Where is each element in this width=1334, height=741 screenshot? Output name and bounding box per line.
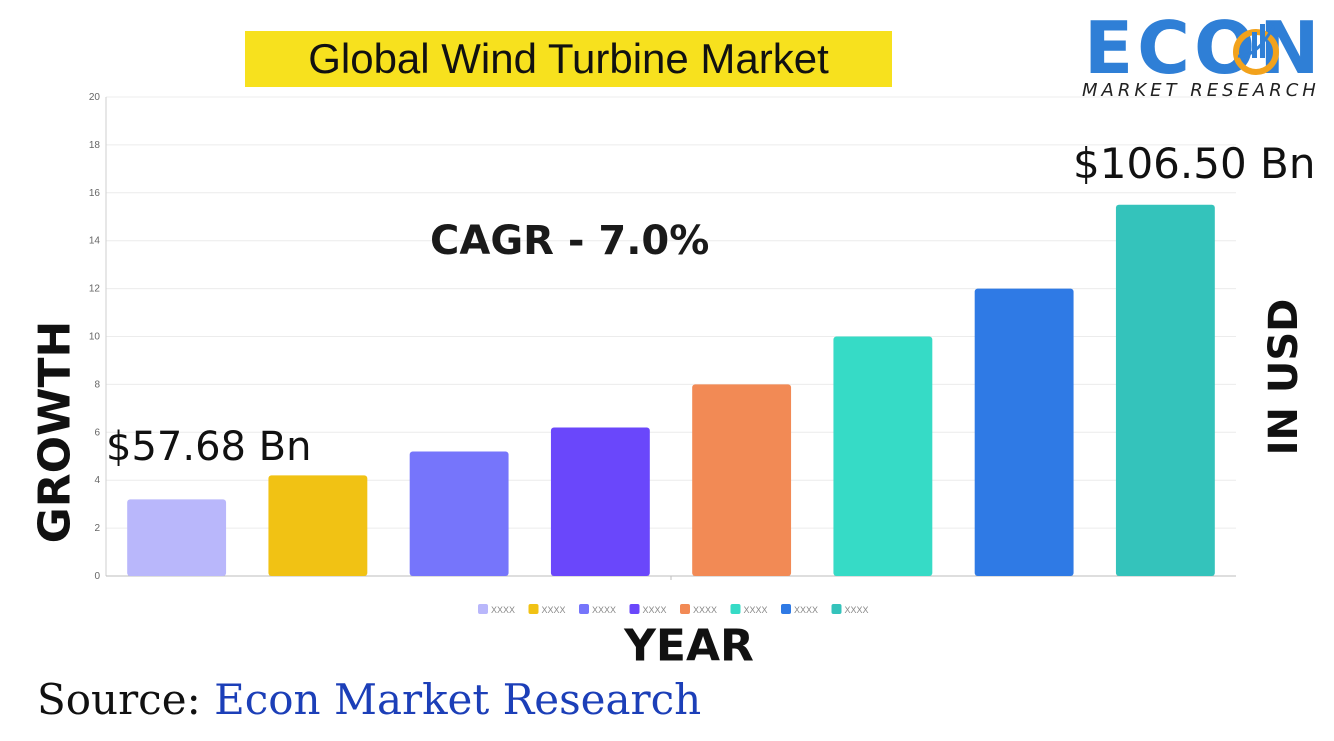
legend-swatch — [629, 604, 640, 614]
y-tick-label: 18 — [89, 140, 101, 151]
bar — [409, 451, 509, 576]
legend-label: XXXX — [794, 605, 818, 615]
chart-title: Global Wind Turbine Market — [245, 31, 892, 87]
legend-swatch — [831, 604, 842, 614]
legend-label: XXXX — [693, 605, 717, 615]
logo-tagline: MARKET RESEARCH — [1082, 80, 1320, 101]
bar — [974, 288, 1074, 576]
legend-swatch — [730, 604, 741, 614]
legend-label: XXXX — [542, 605, 566, 615]
bar — [550, 427, 650, 576]
bar — [833, 336, 933, 576]
legend-swatch — [781, 604, 791, 614]
legend-label: XXXX — [491, 605, 515, 615]
legend-swatch — [478, 604, 488, 614]
source-name: Econ Market Research — [214, 675, 702, 724]
y-tick-label: 0 — [94, 571, 100, 582]
logo-wordmark: ECON — [1084, 6, 1324, 90]
y-tick-label: 16 — [89, 188, 101, 199]
start-value-label: $57.68 Bn — [106, 424, 312, 470]
y-tick-label: 10 — [89, 332, 101, 343]
cagr-annotation: CAGR - 7.0% — [430, 218, 710, 264]
source-line: Source: Econ Market Research — [37, 675, 701, 724]
legend-label: XXXX — [592, 605, 616, 615]
y-tick-label: 2 — [94, 523, 100, 534]
y-tick-label: 20 — [89, 92, 101, 103]
y-axis-right-title: IN USD — [1261, 298, 1307, 456]
legend-swatch — [528, 604, 539, 614]
econ-logo: ECON MARKET RESEARCH — [1080, 10, 1325, 105]
y-tick-label: 4 — [94, 475, 100, 486]
bar — [127, 499, 227, 576]
y-tick-label: 14 — [89, 236, 101, 247]
bar — [692, 384, 792, 576]
legend-label: XXXX — [845, 605, 869, 615]
bar — [268, 475, 368, 576]
legend-swatch — [579, 604, 589, 614]
source-prefix: Source: — [37, 675, 215, 724]
legend-label: XXXX — [643, 605, 667, 615]
bar — [1115, 204, 1215, 576]
y-tick-label: 8 — [94, 379, 100, 390]
y-tick-label: 6 — [94, 427, 100, 438]
y-axis-title: GROWTH — [29, 320, 81, 544]
x-axis-title: YEAR — [624, 620, 754, 672]
wind-chart-icon — [1233, 24, 1279, 75]
legend-swatch — [680, 604, 690, 614]
end-value-label: $106.50 Bn — [1073, 139, 1316, 188]
legend-label: XXXX — [744, 605, 768, 615]
y-tick-label: 12 — [89, 284, 101, 295]
